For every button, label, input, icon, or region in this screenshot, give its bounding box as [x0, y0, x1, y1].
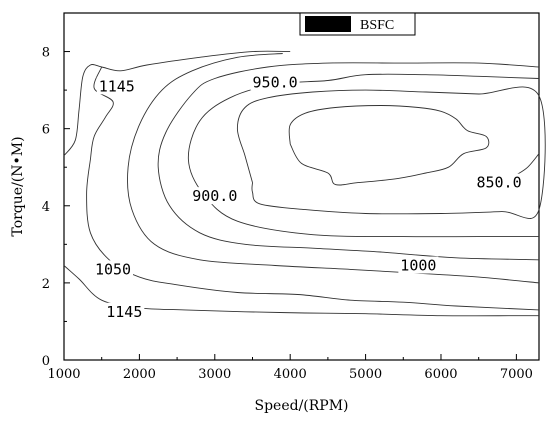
contour-line [86, 66, 540, 311]
contour-label-bg [93, 260, 134, 278]
x-tick-label: 1000 [47, 367, 80, 382]
contour-line [157, 62, 540, 261]
y-tick-label: 4 [42, 200, 50, 215]
x-tick-label: 5000 [349, 367, 382, 382]
x-axis-title: Speed/(RPM) [254, 398, 348, 414]
legend-label: BSFC [360, 18, 394, 33]
y-axis-title: Torque/(N•M) [10, 136, 26, 236]
y-tick-label: 2 [42, 277, 50, 292]
x-tick-label: 3000 [198, 367, 231, 382]
x-tick-label: 6000 [424, 367, 457, 382]
legend: BSFC [299, 12, 416, 36]
x-axis: 1000 2000 3000 4000 5000 6000 7000 [47, 354, 533, 382]
contour-line [63, 265, 539, 317]
contour-label: 900.0 [192, 187, 237, 205]
contour-label: 850.0 [476, 174, 521, 192]
legend-swatch [305, 16, 351, 32]
contour-label: 1050 [95, 260, 131, 278]
x-tick-label: 2000 [123, 367, 156, 382]
contour-label: 950.0 [253, 73, 298, 91]
contour-labels: 850.0 900.0 950.0 1000 1050 1145 1145 [93, 73, 524, 321]
contour-label-bg [104, 302, 145, 320]
contour-line [516, 153, 540, 176]
contour-line [63, 50, 291, 156]
contour-label-bg [96, 77, 137, 95]
y-tick-label: 0 [42, 354, 50, 369]
contour-label: 1145 [99, 77, 135, 95]
contour-line [187, 73, 540, 238]
x-tick-label: 7000 [500, 367, 533, 382]
contour-line [127, 53, 540, 284]
contour-label-bg [190, 187, 240, 205]
contour-lines [63, 50, 546, 317]
x-tick-label: 4000 [274, 367, 307, 382]
y-axis: 0 2 4 6 8 [42, 12, 70, 369]
contour-line [288, 105, 490, 186]
contour-line [236, 86, 546, 219]
contour-label: 1000 [400, 257, 436, 275]
contour-label: 1145 [106, 303, 142, 321]
contour-label-bg [474, 173, 524, 191]
y-tick-label: 6 [42, 123, 50, 138]
contour-label-bg [398, 256, 439, 274]
contour-label-bg [250, 73, 300, 91]
y-tick-label: 8 [42, 46, 50, 61]
